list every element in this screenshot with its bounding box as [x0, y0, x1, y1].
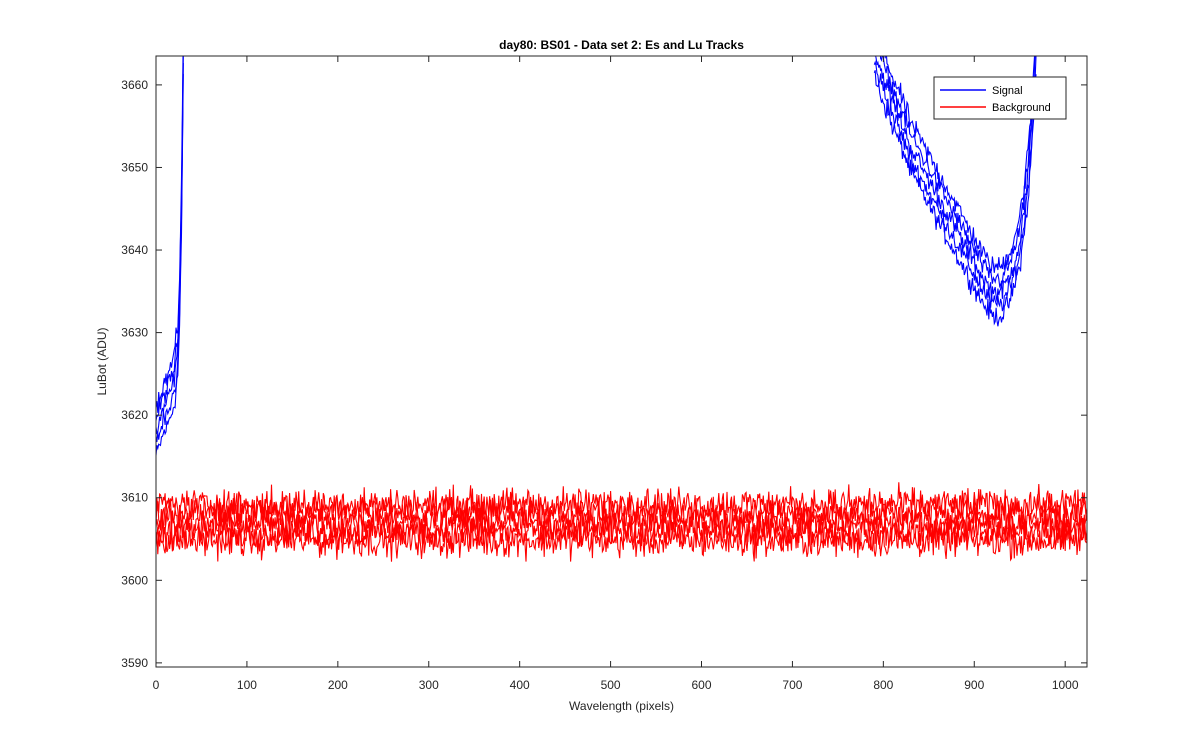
x-tick-label: 600 [691, 678, 711, 692]
x-tick-label: 900 [964, 678, 984, 692]
y-tick-label: 3620 [121, 408, 148, 422]
legend-label-signal: Signal [992, 85, 1023, 97]
series-signal-trace [879, 56, 1036, 289]
y-tick-label: 3590 [121, 656, 148, 670]
series-signal-trace [156, 56, 184, 413]
series-background-trace [156, 482, 1087, 528]
x-tick-label: 100 [237, 678, 257, 692]
series-signal-trace [873, 70, 1037, 327]
x-tick-label: 1000 [1052, 678, 1079, 692]
x-axis-title: Wavelength (pixels) [569, 699, 674, 713]
x-tick-label: 500 [601, 678, 621, 692]
y-tick-label: 3660 [121, 78, 148, 92]
x-tick-label: 800 [873, 678, 893, 692]
y-tick-label: 3650 [121, 160, 148, 174]
series-lines [156, 56, 1087, 562]
series-signal-trace [156, 56, 184, 435]
series-background-trace [156, 519, 1087, 562]
plot-area [155, 55, 1088, 668]
series-background [156, 482, 1087, 562]
x-tick-label: 700 [782, 678, 802, 692]
series-signal-trace [873, 56, 1037, 303]
y-tick-label: 3630 [121, 326, 148, 340]
y-axis: 3590 3600 3610 3620 3630 3640 3650 3660 [121, 78, 1087, 670]
x-tick-label: 300 [419, 678, 439, 692]
series-background-trace [156, 510, 1087, 552]
axes-box [155, 55, 1088, 668]
x-tick-label: 200 [328, 678, 348, 692]
series-signal-trace [884, 56, 1036, 274]
chart-title: day80: BS01 - Data set 2: Es and Lu Trac… [499, 38, 744, 52]
series-signal-trace [156, 62, 184, 443]
series-signal [156, 56, 1037, 456]
x-tick-label: 400 [510, 678, 530, 692]
legend-box [933, 76, 1067, 120]
y-tick-label: 3640 [121, 243, 148, 257]
y-axis-title: LuBot (ADU) [95, 327, 109, 395]
y-tick-label: 3610 [121, 491, 148, 505]
y-tick-label: 3600 [121, 573, 148, 587]
legend: Signal Background [933, 76, 1067, 120]
legend-label-background: Background [992, 102, 1051, 114]
x-axis: 0 100 200 300 400 500 600 700 800 900 1000 [153, 56, 1079, 692]
x-tick-label: 0 [153, 678, 160, 692]
series-signal-trace [156, 56, 184, 421]
